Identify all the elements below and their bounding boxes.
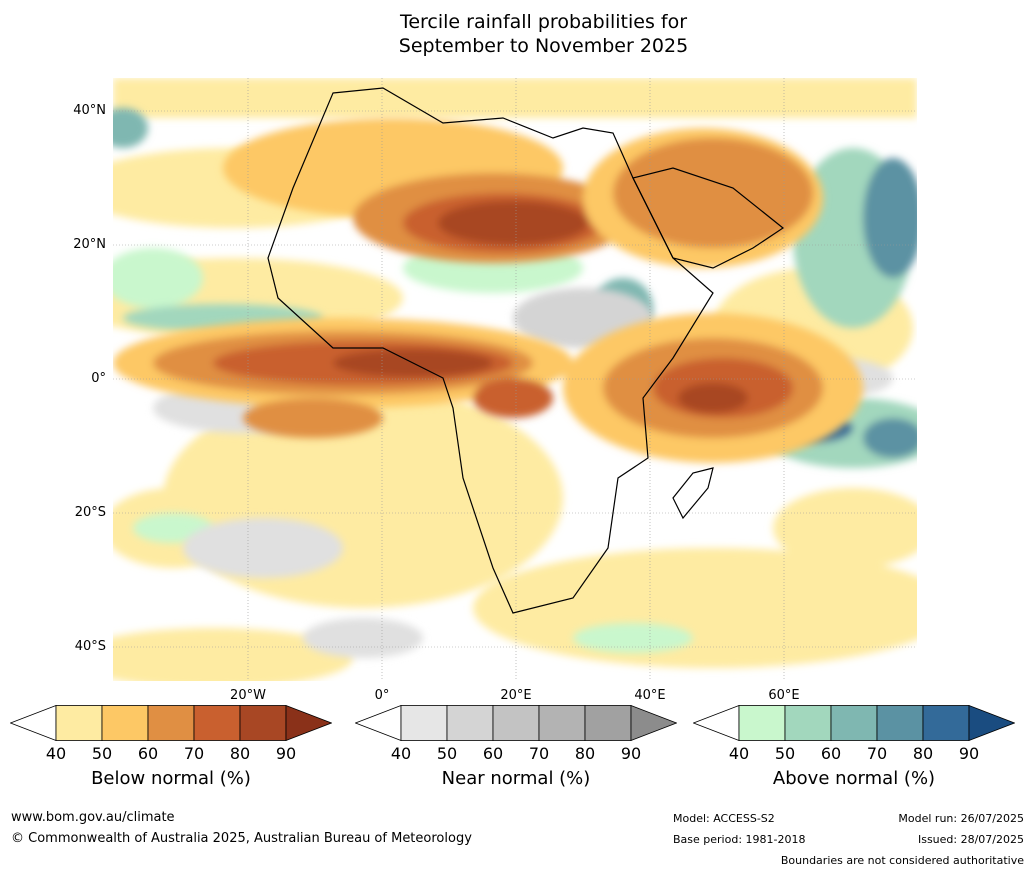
colorbar-svg	[355, 705, 677, 741]
colorbar-segment	[55, 705, 103, 741]
colorbar-tick-label: 80	[574, 744, 596, 763]
lat-label-40s: 40°S	[74, 639, 106, 654]
probability-map	[113, 78, 917, 681]
map-title-line-2: September to November 2025	[398, 35, 689, 57]
lon-label-0: 0°	[374, 688, 390, 703]
colorbar-lower-extend	[10, 705, 57, 741]
model-name: Model: ACCESS-S2	[673, 812, 775, 825]
colorbar-near-normal	[355, 705, 677, 741]
colorbar-upper-extend	[285, 705, 332, 741]
website-link[interactable]: www.bom.gov.au/climate	[11, 810, 175, 825]
colorbar-tick-label: 80	[229, 744, 251, 763]
colorbar-segment	[784, 705, 832, 741]
graticule	[113, 78, 917, 681]
colorbar-svg	[693, 705, 1015, 741]
colorbar-segment	[239, 705, 287, 741]
colorbar-tick-label: 50	[436, 744, 458, 763]
coastlines	[267, 87, 785, 614]
colorbar-tick-label: 80	[912, 744, 934, 763]
lon-label-40e: 40°E	[634, 688, 666, 703]
colorbar-segment	[101, 705, 149, 741]
colorbar-tick-label: 70	[183, 744, 205, 763]
colorbar-below-normal	[10, 705, 332, 741]
colorbar-tick-label: 60	[482, 744, 504, 763]
colorbar-segment	[446, 705, 494, 741]
copyright-notice: © Commonwealth of Australia 2025, Austra…	[11, 831, 472, 846]
map-canvas	[113, 78, 917, 681]
map-title-line-1: Tercile rainfall probabilities for	[399, 11, 688, 33]
colorbar-tick-label: 60	[820, 744, 842, 763]
colorbar-lower-extend	[355, 705, 402, 741]
colorbar-upper-extend	[630, 705, 677, 741]
legend-title-above-normal: Above normal (%)	[772, 768, 936, 789]
colorbar-above-normal	[693, 705, 1015, 741]
colorbar-svg	[10, 705, 332, 741]
colorbar-tick-label: 40	[390, 744, 412, 763]
lon-label-20e: 20°E	[500, 688, 532, 703]
legend-title-near-normal: Near normal (%)	[441, 768, 591, 789]
issued-date: Issued: 28/07/2025	[917, 833, 1024, 846]
colorbar-tick-label: 90	[275, 744, 297, 763]
colorbar-tick-label: 70	[866, 744, 888, 763]
model-run-date: Model run: 26/07/2025	[898, 812, 1024, 825]
colorbar-tick-label: 40	[45, 744, 67, 763]
lon-label-20w: 20°W	[230, 688, 266, 703]
base-period: Base period: 1981-2018	[673, 833, 806, 846]
colorbar-segment	[584, 705, 632, 741]
colorbar-segment	[830, 705, 878, 741]
colorbar-segment	[876, 705, 924, 741]
colorbar-segment	[193, 705, 241, 741]
colorbar-tick-label: 40	[728, 744, 750, 763]
below-normal-high-field	[113, 118, 863, 463]
colorbar-segment	[922, 705, 970, 741]
colorbar-tick-label: 70	[528, 744, 550, 763]
lat-label-20n: 20°N	[73, 237, 106, 252]
legend-title-below-normal: Below normal (%)	[91, 768, 251, 789]
colorbar-segment	[492, 705, 540, 741]
colorbar-segment	[738, 705, 786, 741]
lat-label-20s: 20°S	[74, 505, 106, 520]
colorbar-tick-label: 90	[620, 744, 642, 763]
colorbar-tick-label: 60	[137, 744, 159, 763]
colorbar-tick-label: 90	[958, 744, 980, 763]
colorbar-segment	[147, 705, 195, 741]
lon-label-60e: 60°E	[768, 688, 800, 703]
colorbar-tick-label: 50	[91, 744, 113, 763]
colorbar-tick-label: 50	[774, 744, 796, 763]
colorbar-lower-extend	[693, 705, 740, 741]
colorbar-segment	[538, 705, 586, 741]
boundary-disclaimer: Boundaries are not considered authoritat…	[780, 854, 1024, 867]
colorbar-upper-extend	[968, 705, 1015, 741]
colorbar-segment	[400, 705, 448, 741]
lat-label-40n: 40°N	[73, 103, 106, 118]
lat-label-equator: 0°	[91, 371, 106, 386]
